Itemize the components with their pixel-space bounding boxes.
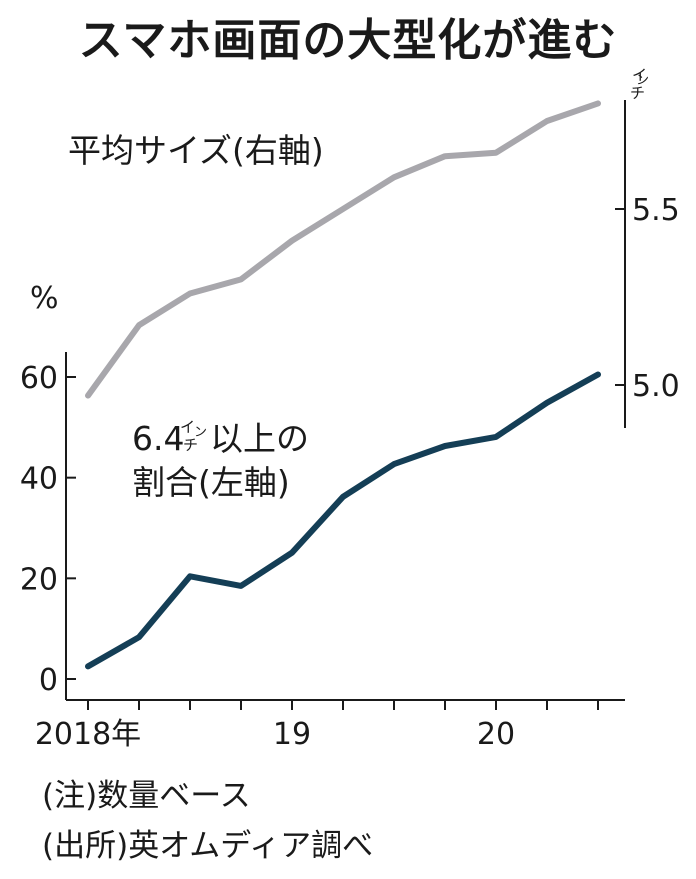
- left-tick-label: 60: [20, 361, 58, 396]
- avg-size-point: [495, 151, 497, 154]
- share-point: [597, 373, 599, 376]
- right-axis-unit-2: ン: [636, 73, 649, 88]
- share-point: [546, 401, 548, 404]
- avg-size-point: [546, 120, 548, 122]
- share-point: [138, 636, 140, 639]
- share-series-label-inch-1: イ: [180, 418, 195, 436]
- avg-size-point: [87, 394, 89, 397]
- share-point: [189, 575, 191, 578]
- share-point: [240, 584, 242, 587]
- x-tick-label: 19: [273, 717, 311, 752]
- avg-size-point: [393, 176, 395, 179]
- share-series-label-a: 6.4: [132, 419, 184, 458]
- left-tick-label: 0: [39, 663, 58, 698]
- avg-size-point: [138, 324, 140, 327]
- share-series-label-b: 以上の: [210, 419, 309, 458]
- note-basis: (注)数量ベース: [42, 778, 251, 814]
- right-axis-unit-3: チ: [630, 84, 645, 102]
- x-tick-label: 2018年: [35, 717, 141, 752]
- share-point: [444, 445, 446, 447]
- share-point: [393, 463, 395, 466]
- series-layer: [85, 100, 601, 670]
- x-tick-label: 20: [477, 717, 515, 752]
- x-ticks: 2018年 19 20: [35, 700, 599, 752]
- avg-size-point: [444, 155, 446, 158]
- avg-size-series-label: 平均サイズ(右軸): [68, 131, 324, 170]
- chart-title: スマホ画面の大型化が進む: [78, 15, 618, 66]
- share-series-label-inch-2: ン: [194, 425, 207, 440]
- avg-size-point: [189, 292, 191, 295]
- left-axis-unit: %: [30, 281, 59, 316]
- share-series-label-inch-3: チ: [183, 436, 198, 454]
- left-tick-label: 40: [20, 462, 58, 497]
- left-y-ticks: 0 20 40 60: [20, 361, 76, 698]
- right-y-ticks: 5.0 5.5: [615, 193, 680, 404]
- right-axis-unit-1: イ: [632, 66, 647, 84]
- note-source: (出所)英オムディア調べ: [42, 828, 374, 864]
- share-point: [342, 495, 344, 498]
- avg-size-point: [240, 278, 242, 281]
- share-point: [87, 665, 89, 668]
- avg-size-point: [342, 208, 344, 210]
- right-tick-label: 5.5: [632, 193, 680, 228]
- right-tick-label: 5.0: [632, 369, 680, 404]
- share-point: [495, 435, 497, 438]
- share-series-label-c: 割合(左軸): [132, 463, 290, 502]
- avg-size-point: [291, 239, 293, 242]
- left-tick-label: 20: [20, 562, 58, 597]
- avg-size-point: [597, 102, 599, 105]
- share-point: [291, 551, 293, 554]
